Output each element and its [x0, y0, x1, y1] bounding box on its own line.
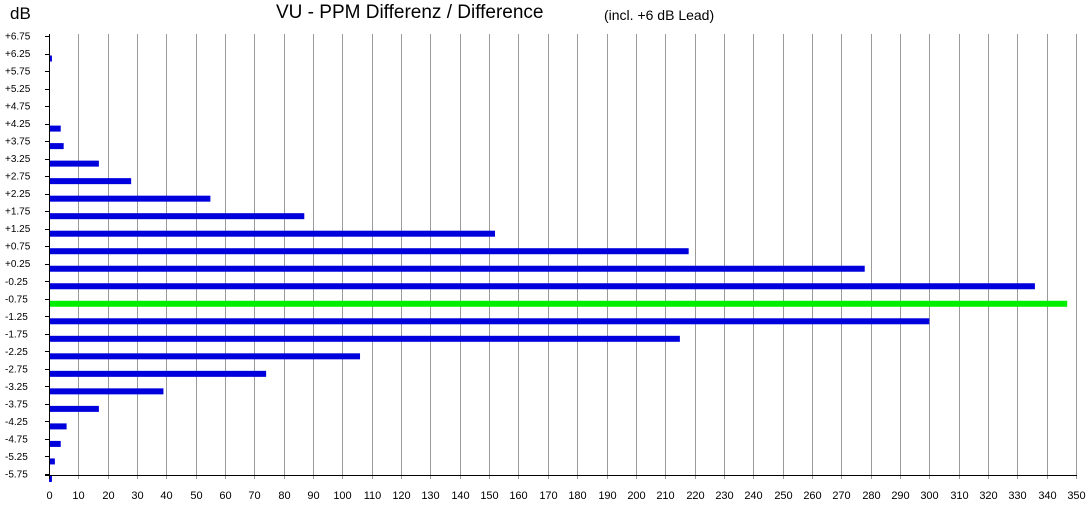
y-tick-label: +6.75 — [5, 32, 31, 43]
x-tick-label: 180 — [568, 490, 586, 502]
x-tick-label: 330 — [1008, 490, 1026, 502]
x-tick-label: 50 — [190, 490, 202, 502]
y-tick-label: -5.75 — [5, 469, 28, 480]
y-tick-label: +2.75 — [5, 172, 31, 183]
x-tick-label: 0 — [46, 490, 52, 502]
bar — [49, 388, 164, 395]
y-tick-label: +2.25 — [5, 189, 31, 200]
x-tick-label: 130 — [421, 490, 439, 502]
x-tick-label: 280 — [862, 490, 880, 502]
x-tick-label: 40 — [160, 490, 172, 502]
y-tick-label: +1.75 — [5, 207, 31, 218]
x-tick-label: 20 — [102, 490, 114, 502]
y-tick-label: -3.25 — [5, 382, 28, 393]
y-tick-label: +4.25 — [5, 119, 31, 130]
axes — [45, 34, 1077, 479]
bar — [49, 230, 496, 237]
y-axis-unit-label: dB — [10, 4, 31, 23]
y-tick-label: +6.25 — [5, 49, 31, 60]
bar — [49, 125, 61, 132]
bar — [49, 283, 1035, 290]
x-tick-label: 90 — [307, 490, 319, 502]
y-tick-label: +5.25 — [5, 84, 31, 95]
y-tick-label: -1.25 — [5, 312, 28, 323]
y-tick-label: -0.75 — [5, 294, 28, 305]
y-tick-label: +3.25 — [5, 154, 31, 165]
bar — [49, 423, 67, 430]
bar — [49, 178, 132, 185]
bar — [49, 55, 52, 62]
y-tick-label: +1.25 — [5, 224, 31, 235]
y-tick-labels: +6.75 +6.25 +5.75 +5.25 +4.75 +4.25 +3.75 +3.25… — [5, 32, 31, 481]
x-tick-label: 290 — [891, 490, 909, 502]
x-tick-label: 320 — [979, 490, 997, 502]
y-tick-label: -4.75 — [5, 434, 28, 445]
bar — [49, 475, 52, 482]
x-tick-label: 270 — [832, 490, 850, 502]
bar — [49, 143, 64, 150]
bar — [49, 405, 99, 412]
x-tick-label: 190 — [598, 490, 616, 502]
x-tick-label: 210 — [656, 490, 674, 502]
chart-title: VU - PPM Differenz / Difference — [276, 2, 544, 23]
y-tick-label: -5.25 — [5, 452, 28, 463]
x-tick-label: 300 — [920, 490, 938, 502]
x-tick-label: 100 — [333, 490, 351, 502]
x-tick-label: 340 — [1038, 490, 1056, 502]
y-tick-label: -2.25 — [5, 347, 28, 358]
bar — [49, 160, 99, 167]
bar-highlight — [49, 300, 1068, 307]
bar — [49, 353, 361, 360]
x-tick-label: 120 — [392, 490, 410, 502]
y-tick-label: +0.75 — [5, 242, 31, 253]
bars — [49, 55, 1068, 482]
y-tick-label: -1.75 — [5, 329, 28, 340]
x-tick-label: 310 — [950, 490, 968, 502]
x-tick-label: 220 — [686, 490, 704, 502]
bar — [49, 318, 930, 325]
bar — [49, 248, 689, 255]
x-tick-label: 30 — [131, 490, 143, 502]
x-tick-label: 60 — [219, 490, 231, 502]
bar — [49, 458, 55, 465]
bar — [49, 265, 865, 272]
y-tick-label: +0.25 — [5, 259, 31, 270]
bar — [49, 213, 305, 220]
x-tick-label: 230 — [715, 490, 733, 502]
x-tick-label: 140 — [451, 490, 469, 502]
bar — [49, 440, 61, 447]
bar — [49, 370, 267, 377]
y-tick-label: -0.25 — [5, 277, 28, 288]
x-tick-label: 160 — [509, 490, 527, 502]
x-tick-labels: 0 10 20 30 40 50 60 70 80 90 100 110 120 130 140 150 160… — [46, 490, 1085, 502]
y-tick-label: -3.75 — [5, 399, 28, 410]
bar — [49, 335, 680, 342]
y-tick-label: +5.75 — [5, 67, 31, 78]
x-tick-label: 110 — [364, 490, 382, 502]
y-tick-label: +4.75 — [5, 102, 31, 113]
x-tick-label: 200 — [627, 490, 645, 502]
x-tick-label: 350 — [1067, 490, 1085, 502]
chart-subtitle: (incl. +6 dB Lead) — [604, 7, 715, 23]
x-tick-label: 260 — [803, 490, 821, 502]
bar — [49, 195, 211, 202]
y-tick-label: -2.75 — [5, 364, 28, 375]
x-tick-label: 250 — [774, 490, 792, 502]
grid-lines — [78, 34, 1077, 479]
x-tick-label: 240 — [744, 490, 762, 502]
x-tick-label: 10 — [72, 490, 84, 502]
x-tick-label: 170 — [539, 490, 557, 502]
y-tick-label: +3.75 — [5, 137, 31, 148]
x-tick-label: 70 — [248, 490, 260, 502]
x-tick-label: 150 — [480, 490, 498, 502]
y-tick-label: -4.25 — [5, 417, 28, 428]
x-tick-label: 80 — [278, 490, 290, 502]
